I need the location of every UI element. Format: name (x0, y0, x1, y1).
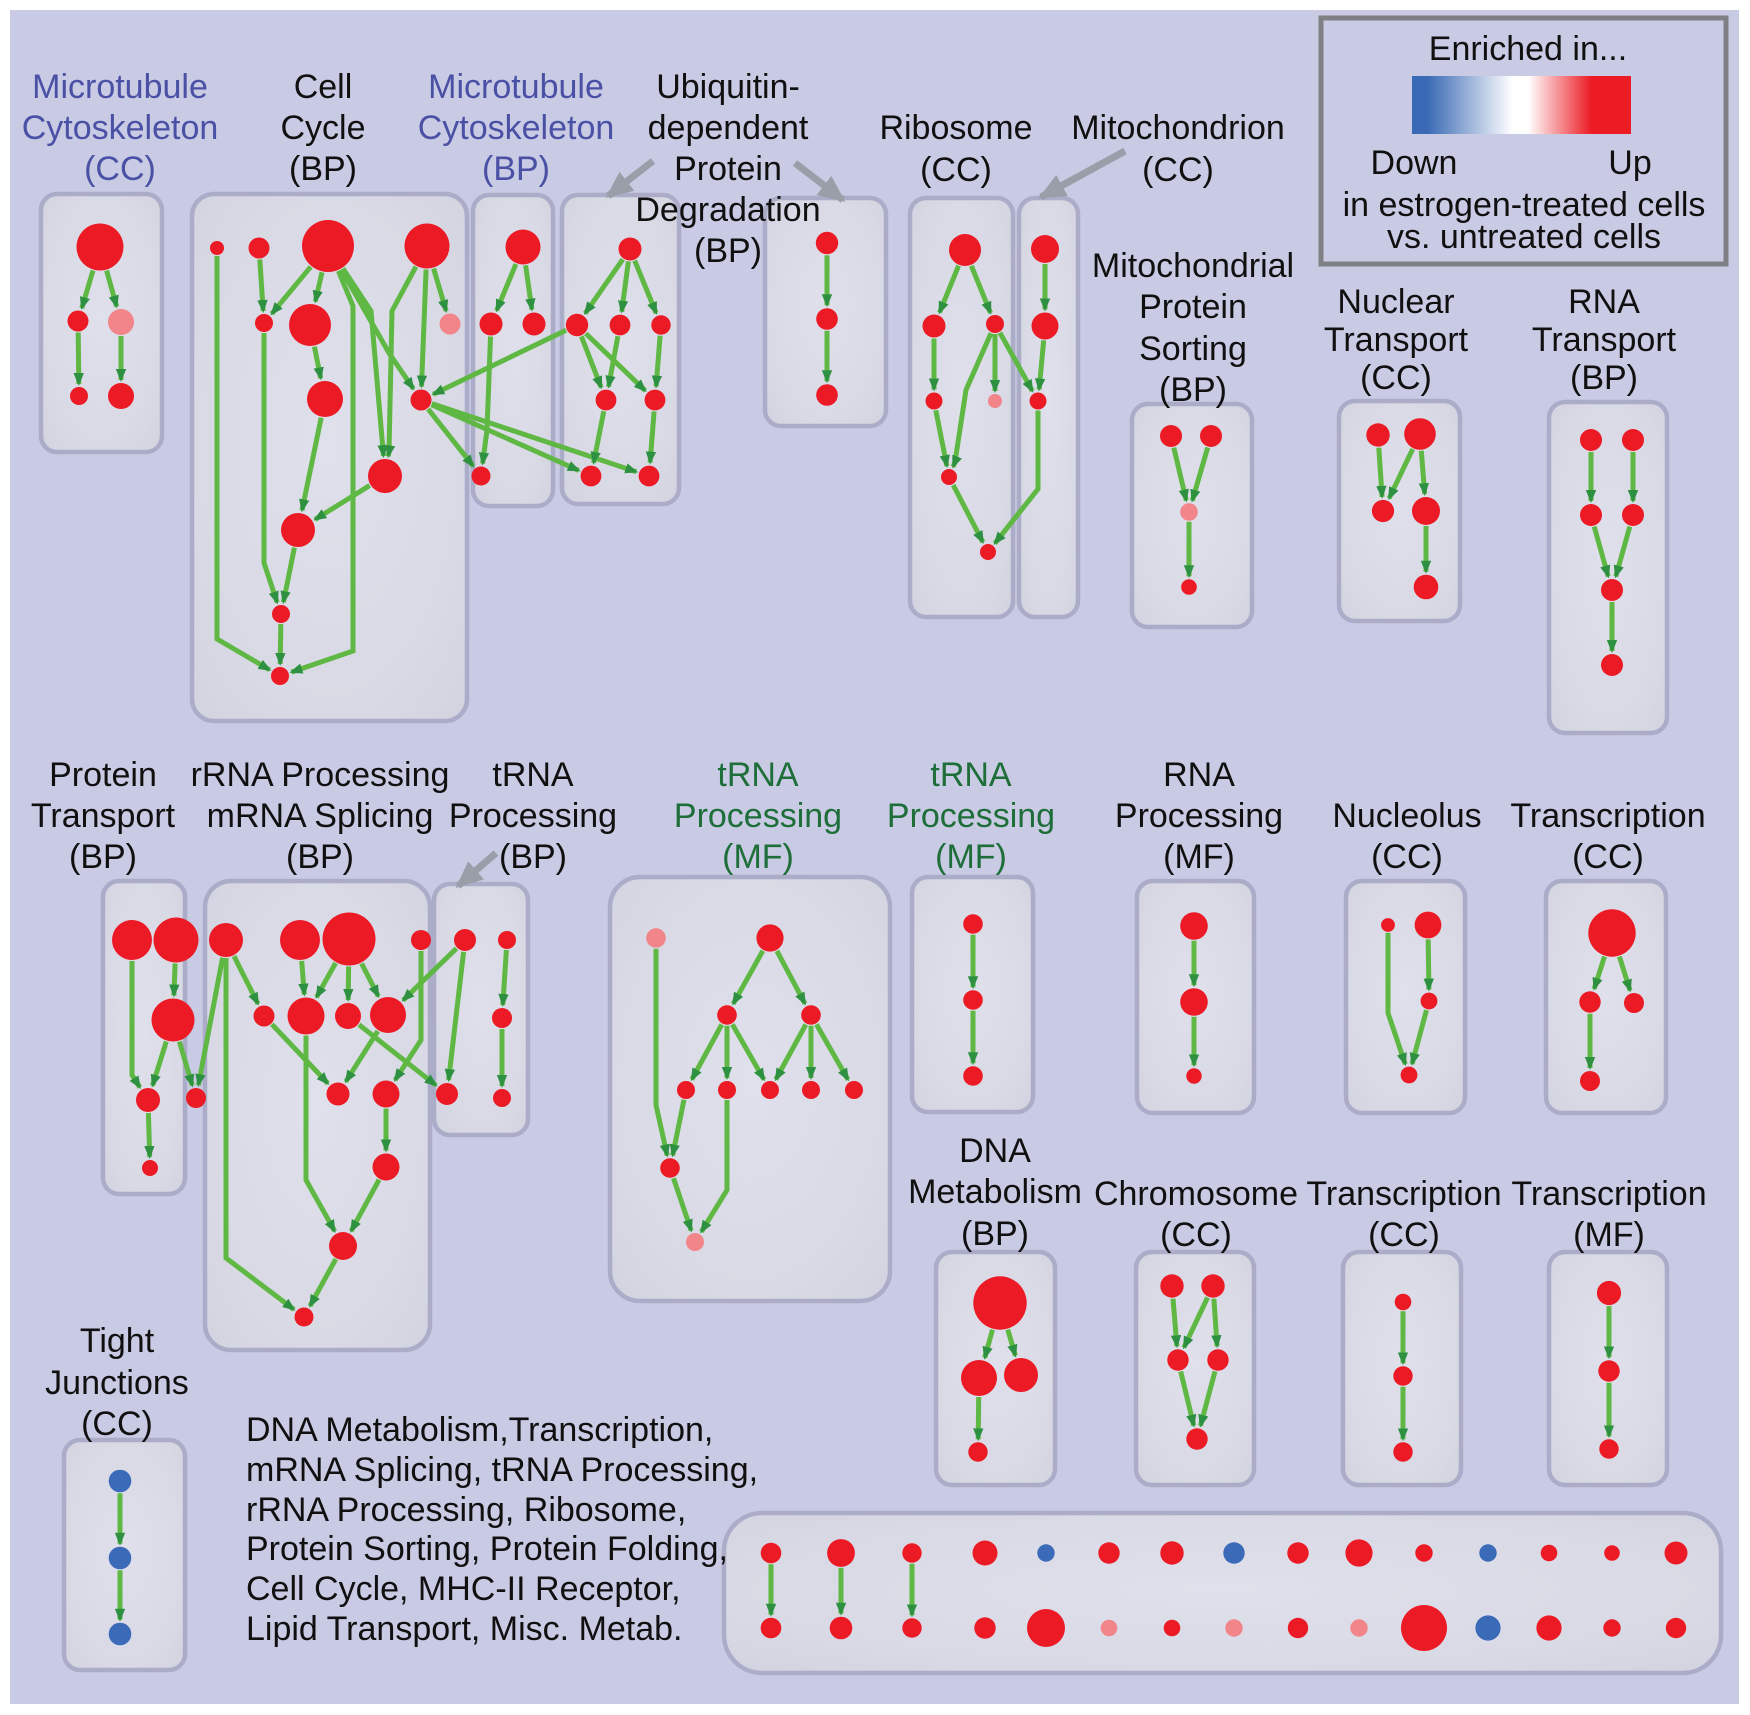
svg-text:(CC): (CC) (1142, 151, 1214, 189)
svg-text:(CC): (CC) (81, 1405, 153, 1443)
svg-text:(BP): (BP) (499, 838, 567, 876)
svg-text:Up: Up (1608, 144, 1651, 182)
svg-text:Junctions: Junctions (45, 1364, 189, 1402)
svg-text:Ubiquitin-: Ubiquitin- (656, 68, 800, 106)
svg-text:tRNA: tRNA (717, 756, 799, 794)
svg-text:Cycle: Cycle (280, 109, 365, 147)
svg-text:(MF): (MF) (935, 838, 1007, 876)
svg-text:Transcription: Transcription (1510, 797, 1705, 835)
svg-text:Protein: Protein (674, 150, 782, 188)
svg-text:rRNA Processing, Ribosome,: rRNA Processing, Ribosome, (246, 1491, 686, 1529)
svg-text:(MF): (MF) (722, 838, 794, 876)
svg-text:RNA: RNA (1568, 283, 1640, 321)
svg-text:(BP): (BP) (1570, 359, 1638, 397)
svg-text:Transcription: Transcription (1511, 1175, 1706, 1213)
svg-text:Transport: Transport (1532, 321, 1677, 359)
svg-text:tRNA: tRNA (492, 756, 574, 794)
svg-text:mRNA Splicing: mRNA Splicing (207, 797, 434, 835)
svg-text:Mitochondrial: Mitochondrial (1092, 247, 1294, 285)
svg-text:(CC): (CC) (920, 151, 992, 189)
svg-text:Processing: Processing (674, 797, 842, 835)
svg-text:Nucleolus: Nucleolus (1332, 797, 1481, 835)
svg-text:Cytoskeleton: Cytoskeleton (418, 109, 615, 147)
svg-text:(MF): (MF) (1163, 838, 1235, 876)
svg-text:Cell Cycle, MHC-II Receptor,: Cell Cycle, MHC-II Receptor, (246, 1570, 681, 1608)
svg-text:(CC): (CC) (1160, 1216, 1232, 1254)
svg-text:Transport: Transport (31, 797, 176, 835)
svg-text:RNA: RNA (1163, 756, 1235, 794)
svg-text:DNA: DNA (959, 1132, 1031, 1170)
svg-text:DNA Metabolism,Transcription,: DNA Metabolism,Transcription, (246, 1411, 713, 1449)
svg-text:Processing: Processing (1115, 797, 1283, 835)
svg-text:Protein Sorting, Protein Foldi: Protein Sorting, Protein Folding, (246, 1530, 728, 1568)
svg-text:Chromosome: Chromosome (1094, 1175, 1298, 1213)
svg-text:(CC): (CC) (1371, 838, 1443, 876)
svg-text:Cell: Cell (294, 68, 353, 106)
svg-text:(BP): (BP) (1159, 371, 1227, 409)
svg-text:Tight: Tight (80, 1322, 155, 1360)
svg-text:(CC): (CC) (1572, 838, 1644, 876)
svg-text:Ribosome: Ribosome (879, 109, 1032, 147)
svg-text:(CC): (CC) (84, 150, 156, 188)
svg-text:Protein: Protein (1139, 288, 1247, 326)
svg-text:Microtubule: Microtubule (428, 68, 604, 106)
svg-text:Nuclear: Nuclear (1337, 283, 1454, 321)
svg-text:(BP): (BP) (694, 232, 762, 270)
svg-text:(CC): (CC) (1360, 359, 1432, 397)
svg-text:tRNA: tRNA (930, 756, 1012, 794)
svg-text:dependent: dependent (648, 109, 809, 147)
svg-text:Lipid Transport, Misc. Metab.: Lipid Transport, Misc. Metab. (246, 1610, 683, 1648)
svg-text:(BP): (BP) (482, 150, 550, 188)
svg-text:(BP): (BP) (69, 838, 137, 876)
svg-text:Protein: Protein (49, 756, 157, 794)
svg-text:(BP): (BP) (286, 838, 354, 876)
svg-text:Cytoskeleton: Cytoskeleton (22, 109, 219, 147)
svg-text:mRNA Splicing, tRNA Processing: mRNA Splicing, tRNA Processing, (246, 1451, 758, 1489)
svg-text:(BP): (BP) (289, 150, 357, 188)
svg-text:Sorting: Sorting (1139, 330, 1247, 368)
svg-text:(BP): (BP) (961, 1215, 1029, 1253)
svg-text:Enriched in...: Enriched in... (1429, 30, 1627, 68)
svg-text:Microtubule: Microtubule (32, 68, 208, 106)
svg-text:in estrogen-treated cells: in estrogen-treated cells (1343, 186, 1706, 224)
svg-text:vs. untreated cells: vs. untreated cells (1387, 218, 1661, 256)
svg-text:Processing: Processing (887, 797, 1055, 835)
svg-text:Transcription: Transcription (1306, 1175, 1501, 1213)
svg-text:Mitochondrion: Mitochondrion (1071, 109, 1285, 147)
svg-text:Down: Down (1371, 144, 1458, 182)
svg-text:Transport: Transport (1324, 321, 1469, 359)
svg-text:Degradation: Degradation (635, 191, 820, 229)
svg-text:rRNA Processing: rRNA Processing (191, 756, 450, 794)
svg-text:(MF): (MF) (1573, 1216, 1645, 1254)
svg-text:(CC): (CC) (1368, 1216, 1440, 1254)
svg-text:Processing: Processing (449, 797, 617, 835)
svg-text:Metabolism: Metabolism (908, 1173, 1082, 1211)
